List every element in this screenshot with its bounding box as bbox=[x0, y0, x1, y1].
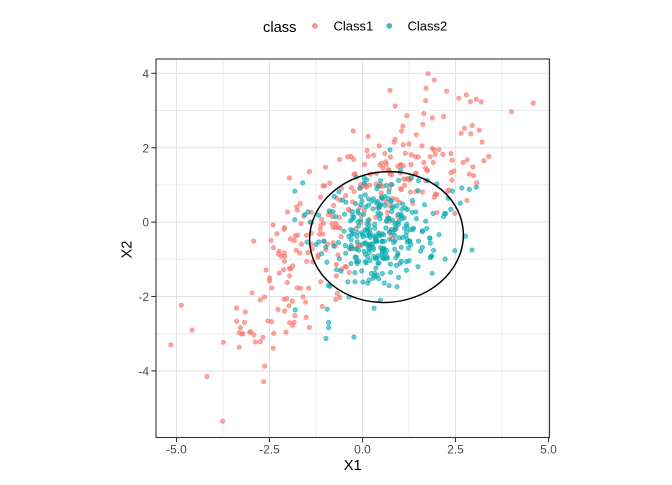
svg-text:2: 2 bbox=[142, 141, 149, 155]
svg-text:Class1: Class1 bbox=[334, 18, 374, 33]
svg-text:5.0: 5.0 bbox=[540, 442, 557, 456]
svg-text:class: class bbox=[263, 20, 296, 36]
svg-text:2.5: 2.5 bbox=[447, 442, 464, 456]
svg-text:Class2: Class2 bbox=[408, 18, 448, 33]
svg-text:-5.0: -5.0 bbox=[166, 442, 187, 456]
svg-text:-2: -2 bbox=[138, 290, 149, 304]
svg-text:X2: X2 bbox=[119, 241, 135, 259]
svg-text:4: 4 bbox=[142, 67, 149, 81]
svg-text:X1: X1 bbox=[344, 458, 362, 474]
svg-text:0: 0 bbox=[142, 216, 149, 230]
svg-text:0.0: 0.0 bbox=[354, 442, 371, 456]
svg-text:-4: -4 bbox=[138, 365, 149, 379]
svg-text:-2.5: -2.5 bbox=[259, 442, 280, 456]
